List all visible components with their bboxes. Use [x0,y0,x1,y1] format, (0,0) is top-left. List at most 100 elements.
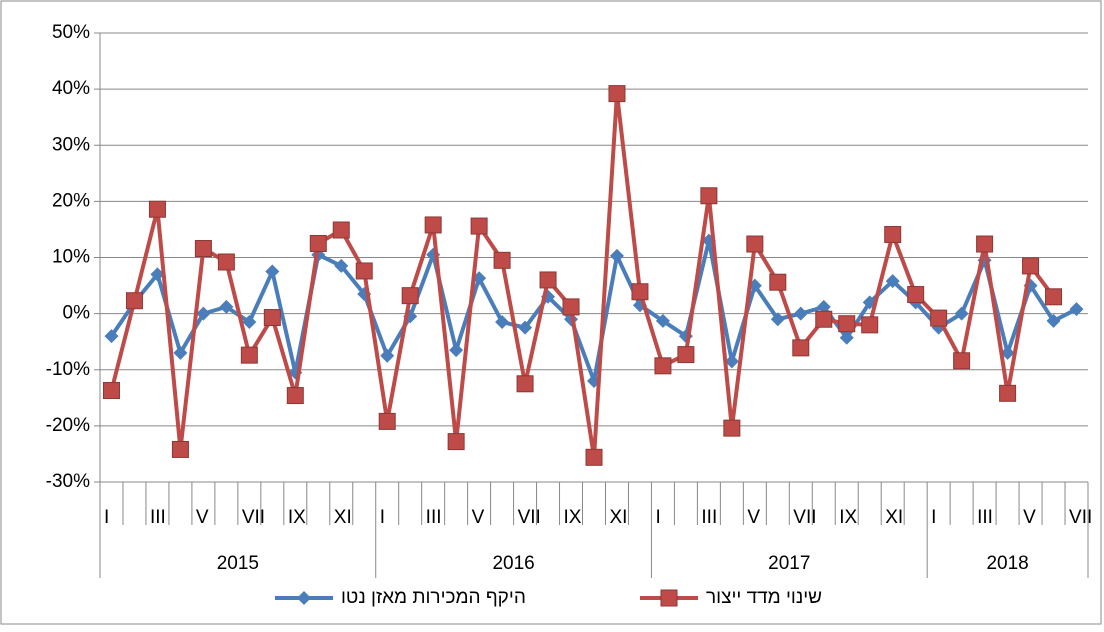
data-point [125,292,143,310]
x-tick-label: VII [242,507,265,528]
data-point [309,234,327,252]
data-point [976,235,994,253]
data-point [150,267,165,282]
x-tick-label: XI [885,507,903,528]
x-tick-label: III [977,507,993,528]
data-point [861,316,879,334]
data-point [378,412,396,430]
x-tick-label: VII [793,507,816,528]
data-point [907,286,925,304]
x-tick-label: IX [564,507,582,528]
y-tick-label: 20% [52,190,90,211]
data-point [1022,257,1040,275]
y-tick-label: 10% [52,247,90,268]
data-point [447,433,465,451]
x-tick-label: I [380,507,385,528]
x-tick-label: I [931,507,936,528]
data-point [815,310,833,328]
data-point [401,287,419,305]
y-tick-label: -20% [46,415,90,436]
y-tick-label: 30% [52,134,90,155]
x-tick-label: V [196,507,209,528]
data-point [263,309,281,327]
data-point [286,387,304,405]
x-tick-label: VII [518,507,541,528]
data-point [954,306,969,321]
data-point [723,419,741,437]
data-point [449,343,464,358]
data-point [495,315,510,330]
x-tick-label: XI [334,507,352,528]
data-point [1046,313,1061,328]
x-tick-label: V [747,507,760,528]
data-point [104,329,119,344]
data-point [999,384,1017,402]
y-tick-label: 50% [52,22,90,43]
y-tick-label: 0% [63,303,91,324]
data-point [655,313,670,328]
x-group-label: 2017 [768,553,810,574]
data-point [424,216,442,234]
data-point [838,315,856,333]
legend-label: שינוי מדד ייצור [706,587,822,608]
data-point [631,283,649,301]
data-point [930,309,948,327]
data-point [953,352,971,370]
data-point [148,200,166,218]
x-tick-label: I [655,507,660,528]
x-tick-label: V [472,507,485,528]
data-point [1023,278,1038,293]
data-point [539,271,557,289]
y-tick-label: -30% [46,471,90,492]
data-point [746,235,764,253]
data-point [470,217,488,235]
data-point [770,312,785,327]
data-point [380,348,395,363]
data-point [217,253,235,271]
data-point [242,315,257,330]
data-point [102,382,120,400]
data-point [332,221,350,239]
x-tick-label: III [150,507,166,528]
x-group-label: 2015 [217,553,259,574]
data-point [265,264,280,279]
data-point [792,339,810,357]
data-point [173,345,188,360]
legend-marker [297,591,311,605]
x-tick-label: I [104,507,109,528]
x-tick-label: III [426,507,442,528]
data-point [562,298,580,316]
data-point [677,346,695,364]
data-point [355,262,373,280]
data-point [493,251,511,269]
data-point [839,330,854,345]
x-tick-label: V [1023,507,1036,528]
x-tick-label: VII [1069,507,1092,528]
data-point [885,274,900,289]
x-group-label: 2016 [492,553,534,574]
data-point [608,85,626,103]
data-point [516,375,534,393]
data-point [219,299,234,314]
data-point [793,306,808,321]
data-point [1069,302,1084,317]
data-point [700,187,718,205]
data-point [585,448,603,466]
data-point [1000,345,1015,360]
data-point [654,357,672,375]
data-point [769,273,787,291]
data-point [240,346,258,364]
y-tick-label: -10% [46,359,90,380]
data-point [334,258,349,273]
y-tick-label: 40% [52,78,90,99]
x-tick-label: IX [288,507,306,528]
x-group-label: 2018 [986,553,1028,574]
data-point [194,240,212,258]
data-point [609,248,624,263]
x-tick-label: III [701,507,717,528]
x-tick-label: IX [839,507,857,528]
data-point [724,354,739,369]
